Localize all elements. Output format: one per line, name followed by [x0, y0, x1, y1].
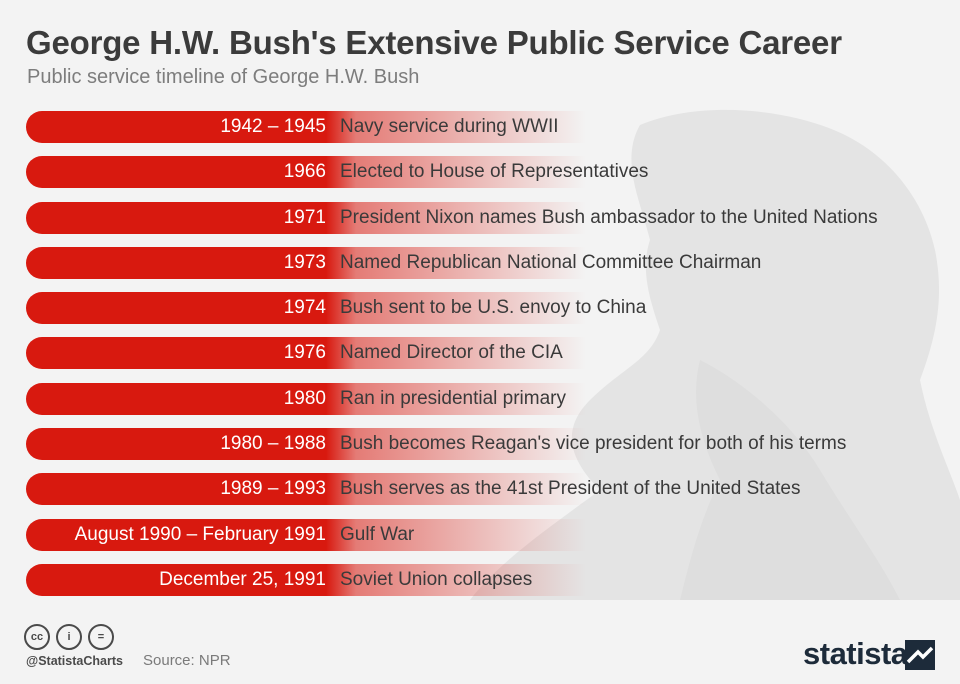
cc-icon[interactable]: cc [24, 624, 50, 650]
statista-logo[interactable]: statista [803, 636, 908, 671]
timeline-bar [26, 246, 606, 279]
timeline-bar [26, 473, 606, 506]
timeline-event: Ran in presidential primary [340, 387, 566, 409]
timeline-row: 1971 President Nixon names Bush ambassado… [26, 201, 946, 234]
timeline-row: 1974 Bush sent to be U.S. envoy to China [26, 292, 946, 325]
timeline-date: 1966 [283, 161, 326, 183]
timeline-row: 1966 Elected to House of Representatives [26, 156, 946, 189]
timeline-date: 1971 [283, 206, 326, 228]
source-note: Source: NPR [143, 652, 231, 669]
nd-icon[interactable]: = [88, 624, 114, 650]
timeline-bar [26, 337, 606, 370]
timeline-event: Soviet Union collapses [340, 568, 533, 590]
timeline-date: December 25, 1991 [159, 568, 326, 590]
timeline-date: 1942 – 1945 [220, 116, 326, 137]
timeline-event: Named Republican National Committee Chai… [340, 251, 762, 273]
timeline-bar [26, 428, 606, 461]
timeline-event: Bush becomes Reagan's vice president for… [340, 433, 847, 455]
timeline-row: 1942 – 1945 Navy service during WWII [26, 111, 946, 143]
timeline-event: Gulf War [340, 523, 415, 545]
timeline-bar [26, 382, 606, 415]
timeline-date: 1976 [283, 342, 326, 364]
timeline-date: 1973 [283, 251, 326, 273]
timeline-bar [26, 563, 606, 596]
timeline: 1942 – 1945 Navy service during WWII 1966 E… [26, 111, 946, 609]
twitter-handle[interactable]: @StatistaCharts [26, 654, 123, 668]
statista-logo-icon [905, 640, 935, 670]
timeline-row: 1980 – 1988 Bush becomes Reagan's vice pr… [26, 428, 946, 461]
timeline-bar [26, 201, 606, 234]
license-icons: cc i = [24, 624, 114, 650]
timeline-bar [26, 518, 606, 551]
timeline-date: August 1990 – February 1991 [74, 523, 326, 545]
timeline-row: August 1990 – February 1991 Gulf War [26, 518, 946, 551]
timeline-row: 1980 Ran in presidential primary [26, 382, 946, 415]
timeline-row: 1989 – 1993 Bush serves as the 41st Presi… [26, 473, 946, 506]
timeline-bar [26, 156, 606, 189]
timeline-row: 1976 Named Director of the CIA [26, 337, 946, 370]
timeline-bar [26, 111, 606, 143]
timeline-event: Named Director of the CIA [340, 342, 563, 364]
timeline-event: President Nixon names Bush ambassador to… [340, 206, 878, 228]
timeline-date: 1974 [283, 297, 326, 319]
timeline-event: Navy service during WWII [340, 116, 559, 137]
by-icon[interactable]: i [56, 624, 82, 650]
timeline-row: 1973 Named Republican National Committee … [26, 246, 946, 279]
timeline-event: Elected to House of Representatives [340, 161, 649, 183]
timeline-event: Bush serves as the 41st President of the… [340, 478, 801, 500]
timeline-date: 1980 – 1988 [220, 433, 326, 455]
page-subtitle: Public service timeline of George H.W. B… [27, 66, 420, 88]
timeline-date: 1980 [283, 387, 326, 409]
page-title: George H.W. Bush's Extensive Public Serv… [26, 24, 842, 61]
timeline-row: December 25, 1991 Soviet Union collapses [26, 563, 946, 596]
timeline-event: Bush sent to be U.S. envoy to China [340, 297, 647, 319]
timeline-date: 1989 – 1993 [220, 478, 326, 500]
timeline-bar [26, 292, 606, 325]
